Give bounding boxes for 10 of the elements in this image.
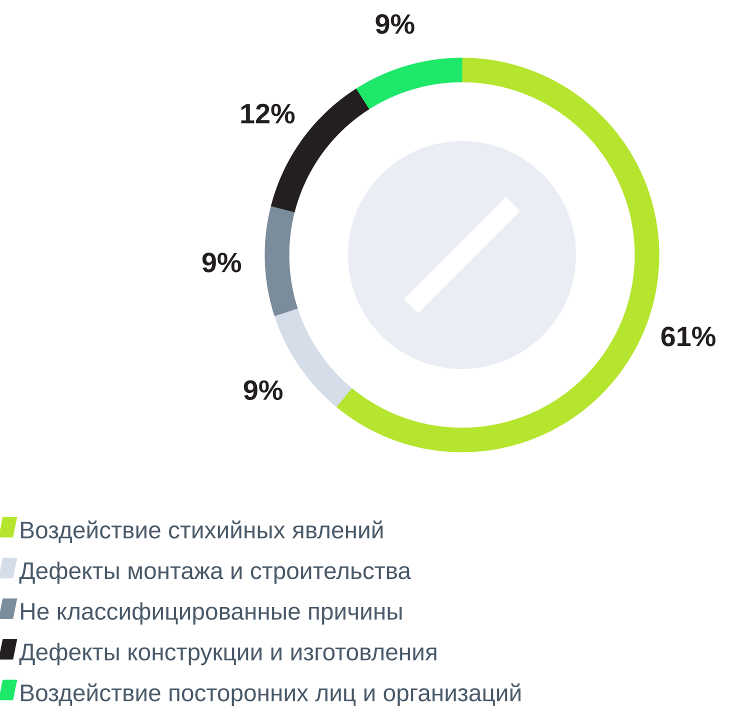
data-label: 9%	[244, 380, 283, 400]
legend-label: Дефекты монтажа и строительства	[19, 562, 412, 584]
legend-label: Не классифицированные причины	[21, 602, 402, 625]
data-label: 12%	[241, 104, 295, 124]
data-label: 9%	[202, 252, 242, 272]
legend-label: Воздействие стихийных явлений	[21, 520, 383, 544]
legend-label: Воздействие посторонних лиц и организаций	[21, 683, 520, 706]
data-label: 9%	[376, 14, 414, 34]
data-label: 61%	[661, 326, 716, 346]
legend-label: Дефекты конструкции и изготовления	[19, 642, 436, 666]
